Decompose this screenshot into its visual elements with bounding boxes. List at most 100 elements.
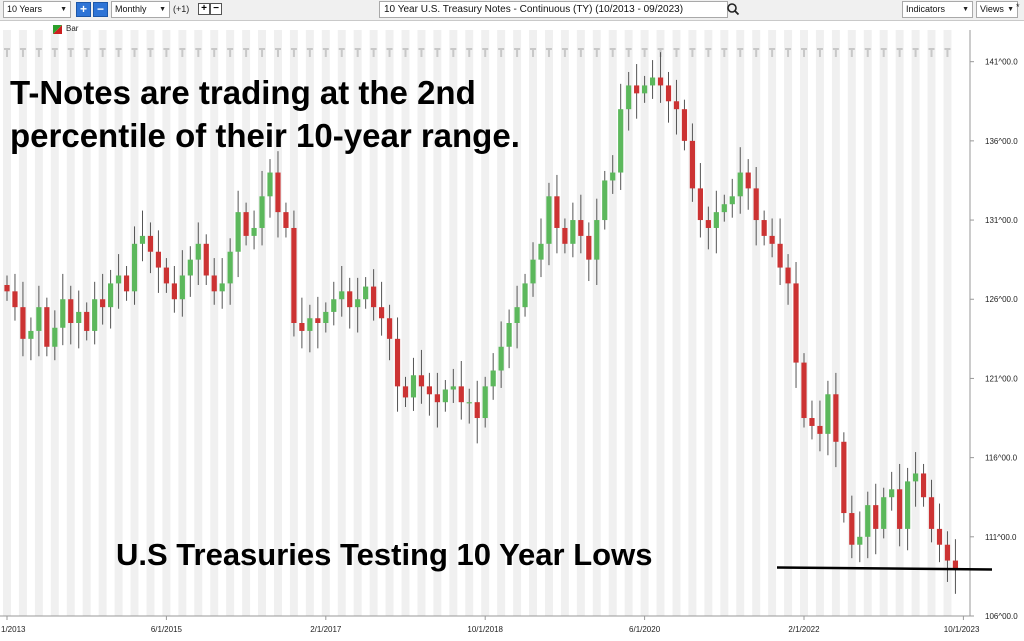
date-marker <box>133 50 136 57</box>
month-band <box>146 30 155 616</box>
date-marker <box>723 50 726 57</box>
date-marker <box>452 50 455 57</box>
date-marker <box>816 48 823 50</box>
date-marker <box>500 50 503 57</box>
candle-body <box>562 227 568 244</box>
date-marker <box>386 48 393 50</box>
date-marker <box>882 50 885 57</box>
candle-body <box>578 220 584 236</box>
time-tick-label: 6/1/2020 <box>629 625 661 634</box>
date-marker <box>769 48 776 50</box>
time-tick-label: 2/1/2017 <box>310 625 342 634</box>
instrument-title-field[interactable]: 10 Year U.S. Treasury Notes - Continuous… <box>379 1 728 18</box>
zoom-out-button[interactable]: − <box>93 2 108 17</box>
month-band <box>784 30 793 616</box>
date-marker <box>115 48 122 50</box>
period-select-value: 10 Years <box>7 4 43 14</box>
date-marker <box>259 48 266 50</box>
month-band <box>210 30 219 616</box>
date-marker <box>21 50 24 57</box>
offset-increase-button[interactable]: + <box>198 3 210 15</box>
candle-body <box>163 267 169 284</box>
footer-annotation: U.S Treasuries Testing 10 Year Lows <box>116 537 652 572</box>
candle-body <box>171 283 177 300</box>
month-band <box>401 30 410 616</box>
month-band <box>831 30 840 616</box>
date-marker <box>912 48 919 50</box>
candle-body <box>339 291 345 300</box>
candle-body <box>482 386 488 419</box>
candle-body <box>474 402 480 419</box>
price-tick-label: 111^00.0 <box>985 533 1017 542</box>
candle-body <box>20 307 26 339</box>
date-marker <box>83 48 90 50</box>
date-marker <box>163 48 170 50</box>
date-marker <box>880 48 887 50</box>
date-marker <box>149 50 152 57</box>
candle-body <box>442 389 448 403</box>
candle-body <box>243 212 249 236</box>
candle-body <box>594 220 600 260</box>
month-band <box>465 30 474 616</box>
candle-body <box>761 220 767 236</box>
views-select-value: Views <box>980 4 1004 14</box>
period-select[interactable]: 10 Years ▼ <box>3 1 71 18</box>
month-band <box>608 30 617 616</box>
date-marker <box>753 48 760 50</box>
date-marker <box>404 50 407 57</box>
date-marker <box>675 50 678 57</box>
views-select[interactable]: Views ▼ <box>976 1 1018 18</box>
candle-body <box>155 251 162 268</box>
month-band <box>847 30 856 616</box>
candle-body <box>355 299 361 308</box>
candle-body <box>195 243 201 260</box>
date-marker <box>99 48 106 50</box>
candle-body <box>378 307 385 319</box>
date-marker <box>944 48 951 50</box>
month-band <box>242 30 251 616</box>
candle-body <box>745 172 751 189</box>
date-marker <box>227 48 234 50</box>
candle-body <box>466 402 472 404</box>
candle-body <box>705 220 711 228</box>
price-tick-label: 126^00.0 <box>985 295 1018 304</box>
date-marker <box>243 48 250 50</box>
candle-body <box>681 109 688 141</box>
date-marker <box>547 50 550 57</box>
candle-body <box>721 204 727 213</box>
date-marker <box>705 48 712 50</box>
month-band <box>560 30 569 616</box>
date-marker <box>914 50 917 57</box>
month-band <box>529 30 538 616</box>
search-icon[interactable] <box>726 1 740 17</box>
date-marker <box>290 48 297 50</box>
interval-select[interactable]: Monthly ▼ <box>111 1 170 18</box>
date-marker <box>51 48 58 50</box>
date-marker <box>721 48 728 50</box>
zoom-in-button[interactable]: + <box>76 2 91 17</box>
date-marker <box>579 50 582 57</box>
month-band <box>337 30 346 616</box>
date-marker <box>611 50 614 57</box>
candle-body <box>673 101 680 110</box>
date-marker <box>165 50 168 57</box>
price-tick-label: 131^00.0 <box>985 216 1018 225</box>
indicators-select[interactable]: Indicators ▼ <box>902 1 973 18</box>
candle-body <box>538 243 544 260</box>
date-marker <box>213 50 216 57</box>
candle-body <box>498 346 504 371</box>
date-marker <box>787 50 790 57</box>
date-marker <box>261 50 264 57</box>
offset-decrease-button[interactable]: − <box>210 3 222 15</box>
candle-body <box>291 227 297 323</box>
date-marker <box>450 48 457 50</box>
date-marker <box>641 48 648 50</box>
candle-body <box>12 291 18 308</box>
candle-body <box>920 473 927 498</box>
price-tick-label: 136^00.0 <box>985 137 1018 146</box>
month-band <box>194 30 203 616</box>
date-marker <box>946 50 949 57</box>
toolbar-overflow-icon[interactable]: * <box>1016 2 1020 12</box>
chevron-down-icon: ▼ <box>962 6 969 13</box>
candle-body <box>889 489 895 498</box>
